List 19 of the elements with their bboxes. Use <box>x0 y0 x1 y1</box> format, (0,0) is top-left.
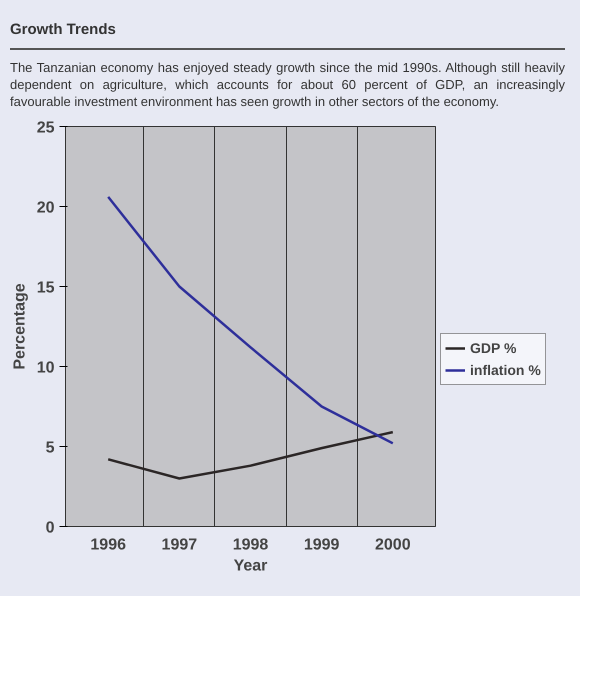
x-axis-title: Year <box>234 558 268 575</box>
chart-subtitle: The Tanzanian economy has enjoyed steady growth since the mid 1990s. Although still heavily dependent on agriculture, which accounts for about 60 percent of GDP, an increasingly favourable investment environment has seen growth in other sectors of the economy. <box>10 59 565 112</box>
legend-label: GDP % <box>470 340 516 356</box>
y-tick-label: 10 <box>36 360 55 377</box>
x-tick-label: 1999 <box>304 536 340 554</box>
y-axis-title: Percentage <box>12 284 29 370</box>
x-tick-label: 1997 <box>162 536 198 554</box>
y-tick-label: 20 <box>36 200 55 217</box>
y-tick-label: 15 <box>36 280 55 297</box>
y-tick-label: 25 <box>36 120 55 137</box>
line-series <box>106 196 394 445</box>
x-tick-label: 1998 <box>232 536 268 554</box>
line-series <box>106 431 394 480</box>
x-tick-label: 1996 <box>90 536 126 554</box>
x-tick-label: 2000 <box>375 536 411 554</box>
legend-label: inflation % <box>470 362 541 378</box>
y-tick-label: 0 <box>46 520 55 537</box>
y-tick-label: 5 <box>46 440 55 457</box>
chart-title: Growth Trends <box>10 5 565 50</box>
